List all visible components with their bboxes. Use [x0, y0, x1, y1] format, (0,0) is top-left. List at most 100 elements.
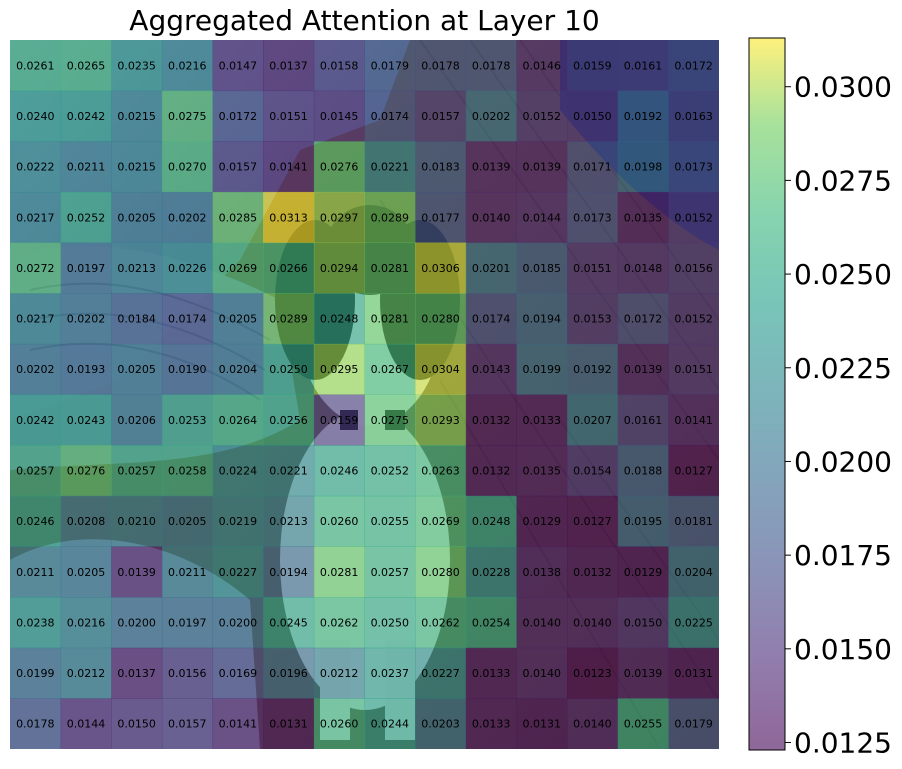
heatmap-cell	[161, 242, 214, 294]
cell-value-label: 0.0250	[371, 616, 410, 629]
heatmap-cell	[263, 647, 315, 699]
cell-value-label: 0.0225	[674, 616, 713, 629]
cell-value-label: 0.0152	[523, 110, 562, 123]
cell-value-label: 0.0174	[371, 110, 410, 123]
cell-value-label: 0.0227	[219, 566, 258, 579]
heatmap-cell	[364, 242, 416, 294]
cell-value-label: 0.0215	[117, 161, 156, 174]
cell-value-label: 0.0184	[117, 313, 156, 326]
cell-value-label: 0.0194	[269, 566, 308, 579]
cell-value-label: 0.0141	[219, 718, 258, 731]
heatmap-cell	[161, 293, 214, 345]
cell-value-label: 0.0205	[168, 515, 207, 528]
heatmap-cell	[263, 40, 315, 92]
cell-value-label: 0.0276	[67, 464, 106, 477]
heatmap-cell	[668, 698, 719, 749]
heatmap-cell	[10, 40, 62, 92]
heatmap-cell	[212, 343, 264, 395]
cell-value-label: 0.0139	[624, 363, 663, 376]
heatmap-cell	[111, 698, 163, 749]
heatmap-cell	[465, 293, 517, 345]
heatmap-cell	[415, 546, 467, 598]
heatmap-cell	[263, 90, 315, 142]
cell-value-label: 0.0137	[269, 59, 308, 72]
cell-value-label: 0.0132	[573, 566, 612, 579]
heatmap-cell	[161, 141, 214, 193]
cell-value-label: 0.0150	[573, 110, 612, 123]
heatmap-cell	[161, 597, 214, 649]
cell-value-label: 0.0139	[624, 667, 663, 680]
heatmap-cell	[516, 546, 568, 598]
cell-value-label: 0.0257	[16, 464, 55, 477]
heatmap-cell	[617, 698, 669, 749]
cell-value-label: 0.0157	[421, 110, 460, 123]
heatmap-cell	[313, 597, 365, 649]
cell-value-label: 0.0266	[269, 262, 308, 275]
heatmap-cell	[60, 647, 112, 699]
cell-value-label: 0.0265	[67, 59, 106, 72]
cell-value-label: 0.0161	[624, 414, 663, 427]
heatmap-cell	[364, 90, 416, 142]
cell-value-label: 0.0211	[67, 161, 106, 174]
heatmap-cell	[415, 141, 467, 193]
heatmap-cell	[567, 343, 619, 395]
cell-value-label: 0.0174	[168, 313, 207, 326]
cell-value-label: 0.0153	[573, 313, 612, 326]
heatmap-cell	[516, 242, 568, 294]
heatmap-cell	[313, 495, 365, 547]
heatmap-cell	[60, 293, 112, 345]
heatmap-cell	[111, 647, 163, 699]
cell-value-label: 0.0313	[269, 211, 308, 224]
heatmap-cell	[212, 293, 264, 345]
cell-value-label: 0.0227	[421, 667, 460, 680]
cell-value-label: 0.0181	[674, 515, 713, 528]
cell-value-label: 0.0140	[523, 667, 562, 680]
cell-value-label: 0.0174	[472, 313, 511, 326]
cell-value-label: 0.0195	[624, 515, 663, 528]
heatmap-cell	[60, 495, 112, 547]
heatmap-cell	[212, 191, 264, 244]
heatmap-cell	[364, 445, 416, 497]
heatmap-cell	[364, 343, 416, 395]
heatmap-cell	[313, 394, 365, 446]
heatmap-cell	[313, 445, 365, 497]
cell-value-label: 0.0192	[573, 363, 612, 376]
heatmap-cell	[60, 445, 112, 497]
cell-value-label: 0.0132	[472, 464, 511, 477]
heatmap-cell	[415, 698, 467, 749]
heatmap-cell	[313, 90, 365, 142]
colorbar	[749, 38, 785, 750]
heatmap-cell	[567, 191, 619, 244]
cell-value-label: 0.0171	[573, 161, 612, 174]
heatmap-cell	[263, 191, 315, 244]
cell-value-label: 0.0200	[219, 616, 258, 629]
heatmap-cell	[111, 141, 163, 193]
heatmap-cell	[313, 141, 365, 193]
heatmap-cell	[516, 40, 568, 92]
heatmap-cell	[60, 343, 112, 395]
heatmap-cell	[415, 293, 467, 345]
heatmap-cell	[465, 141, 517, 193]
cell-value-label: 0.0210	[117, 515, 156, 528]
cell-value-label: 0.0185	[523, 262, 562, 275]
colorbar-tick-label: 0.0175	[794, 539, 892, 572]
heatmap-cell	[465, 495, 517, 547]
heatmap-cell	[60, 698, 112, 749]
cell-value-label: 0.0205	[219, 313, 258, 326]
cell-value-label: 0.0269	[219, 262, 258, 275]
cell-value-label: 0.0141	[269, 161, 308, 174]
heatmap-cell	[111, 495, 163, 547]
heatmap-cell	[617, 546, 669, 598]
cell-value-label: 0.0242	[67, 110, 106, 123]
cell-value-label: 0.0173	[674, 161, 713, 174]
heatmap-cell	[60, 90, 112, 142]
heatmap-cell	[364, 546, 416, 598]
cell-value-label: 0.0235	[117, 59, 156, 72]
cell-value-label: 0.0206	[117, 414, 156, 427]
heatmap-cell	[567, 40, 619, 92]
heatmap-cell	[111, 394, 163, 446]
cell-value-label: 0.0219	[219, 515, 258, 528]
cell-value-label: 0.0161	[624, 59, 663, 72]
heatmap-cell	[212, 495, 264, 547]
